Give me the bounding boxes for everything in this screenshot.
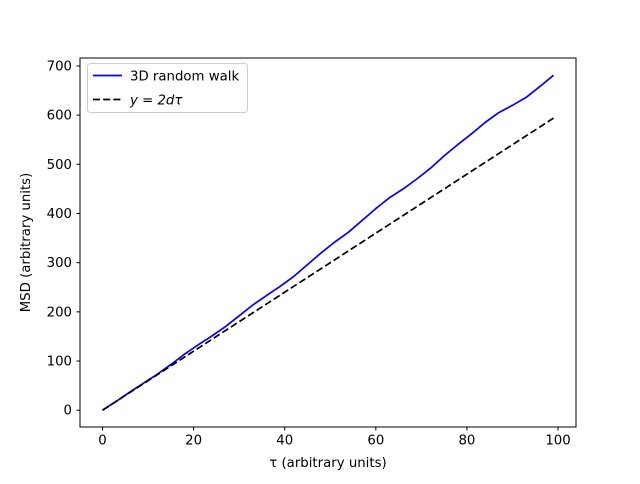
x-tick-label: 20: [185, 434, 202, 449]
y-tick-label: 400: [47, 207, 72, 222]
y-tick-label: 700: [47, 59, 72, 74]
y-tick-label: 100: [47, 355, 72, 370]
x-tick-label: 60: [367, 434, 384, 449]
x-axis-ticks: 0 20 40 60 80 100: [98, 427, 571, 449]
y-tick-label: 500: [47, 158, 72, 173]
y-tick-label: 0: [64, 404, 72, 419]
x-tick-label: 100: [545, 434, 570, 449]
y-axis-ticks: 0 100 200 300 400 500 600 700: [47, 59, 80, 419]
x-axis-label: τ (arbitrary units): [269, 456, 386, 471]
y-tick-label: 600: [47, 109, 72, 124]
plot-area: [80, 58, 576, 427]
axes-frame: [79, 57, 577, 428]
x-tick-label: 40: [276, 434, 293, 449]
series-3d-random-walk-line: [102, 74, 555, 411]
legend-label-theory: y = 2dτ: [129, 94, 183, 109]
series-theory-line: [102, 117, 554, 411]
y-tick-label: 300: [47, 256, 72, 271]
y-axis-label: MSD (arbitrary units): [19, 173, 34, 313]
x-tick-label: 80: [458, 434, 475, 449]
legend-label-3d-random-walk: 3D random walk: [130, 70, 239, 85]
legend-frame: [87, 63, 248, 113]
y-tick-label: 200: [47, 305, 72, 320]
x-tick-label: 0: [98, 434, 106, 449]
legend: 3D random walk y = 2dτ: [87, 63, 248, 113]
